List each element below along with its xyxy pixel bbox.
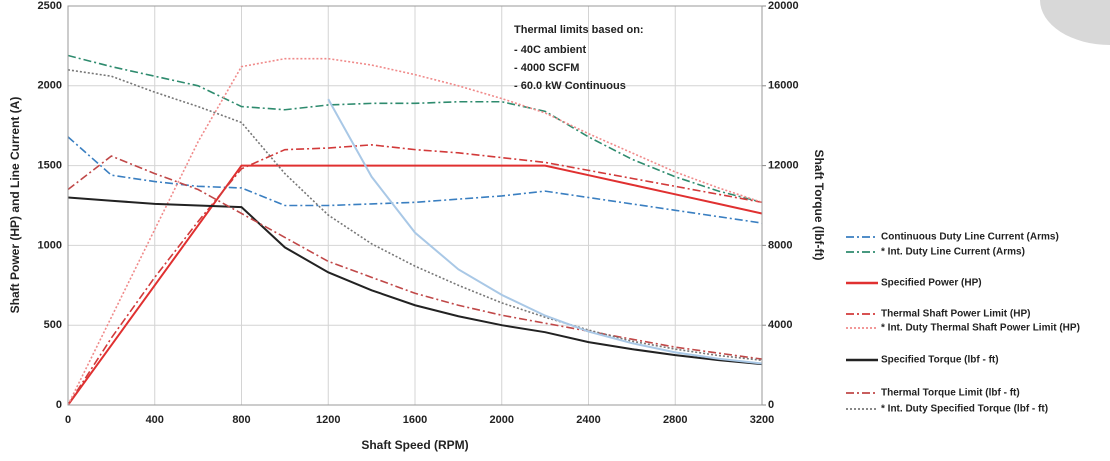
x-tick-label: 800 (232, 414, 250, 426)
y-tick-label: 2000 (38, 80, 62, 92)
y2-tick-label: 4000 (768, 319, 792, 331)
annotation: - 4000 SCFM (514, 62, 579, 74)
legend-label: * Int. Duty Thermal Shaft Power Limit (H… (881, 323, 1080, 334)
legend-label: Thermal Shaft Power Limit (HP) (881, 309, 1030, 320)
series-line (68, 196, 762, 366)
y-tick-label: 1000 (38, 239, 62, 251)
legend-label: * Int. Duty Specified Torque (lbf - ft) (881, 404, 1048, 415)
x-tick-label: 1200 (316, 414, 340, 426)
x-tick-label: 2000 (490, 414, 514, 426)
x-tick-label: 2800 (663, 414, 687, 426)
legend-label: Continuous Duty Line Current (Arms) (881, 232, 1059, 243)
series-line (68, 69, 762, 362)
series-line (68, 164, 762, 405)
y2-axis-label: Shaft Torque (lbf-ft) (812, 149, 826, 260)
x-tick-label: 1600 (403, 414, 427, 426)
annotation: - 40C ambient (514, 44, 586, 56)
x-tick-label: 0 (65, 414, 71, 426)
annotation: - 60.0 kW Continuous (514, 80, 626, 92)
series-line (68, 54, 762, 204)
y-tick-label: 0 (56, 399, 62, 411)
y2-tick-label: 12000 (768, 160, 799, 172)
legend-label: Specified Torque (lbf - ft) (881, 355, 999, 366)
plot-frame (67, 5, 763, 406)
x-tick-label: 2400 (576, 414, 600, 426)
y-axis-label: Shaft Power (HP) and Line Current (A) (8, 97, 22, 314)
annotation: Thermal limits based on: (514, 24, 644, 36)
series-line (68, 155, 762, 360)
x-axis-label: Shaft Speed (RPM) (361, 438, 468, 452)
series-line (68, 57, 762, 405)
y2-tick-label: 16000 (768, 80, 799, 92)
x-tick-label: 3200 (750, 414, 774, 426)
legend-label: Thermal Torque Limit (lbf - ft) (881, 388, 1020, 399)
y-tick-label: 2500 (38, 0, 62, 12)
y2-tick-label: 8000 (768, 239, 792, 251)
y2-tick-label: 0 (768, 399, 774, 411)
decoration (1040, 0, 1110, 45)
plot (68, 54, 762, 405)
legend-label: * Int. Duty Line Current (Arms) (881, 247, 1025, 258)
legend-label: Specified Power (HP) (881, 278, 982, 289)
y-tick-label: 500 (44, 319, 62, 331)
series-line (327, 98, 762, 365)
y2-tick-label: 20000 (768, 0, 799, 12)
series-line (68, 144, 762, 405)
x-tick-label: 400 (146, 414, 164, 426)
y-tick-label: 1500 (38, 160, 62, 172)
